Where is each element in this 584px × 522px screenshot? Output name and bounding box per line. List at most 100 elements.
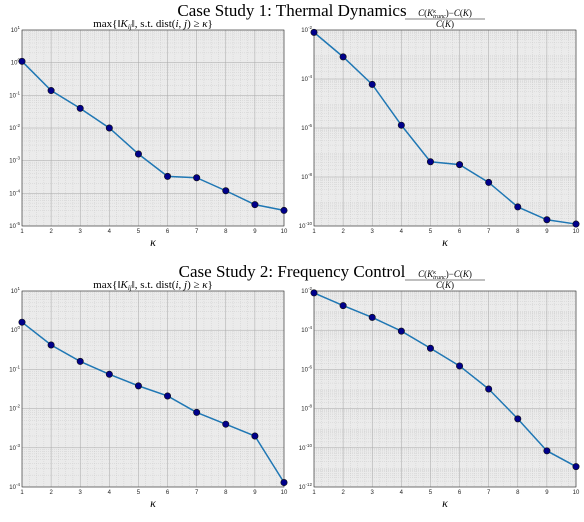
chart-case1-cost-gap: 10-10 10-8 10-6 10-4 10-2 1 2 3 4 5 6 7 8 9 10 κ C(Kκ tru… [299, 8, 580, 249]
data-point [572, 220, 580, 228]
y-tick-label: 10-2 [301, 25, 312, 34]
y-tick-label: 101 [11, 25, 21, 34]
data-point [310, 289, 318, 297]
x-tick-label: 9 [253, 229, 257, 235]
x-axis-label: κ [150, 235, 156, 249]
x-tick-label: 3 [79, 229, 83, 235]
series-line [313, 31, 577, 225]
data-point [426, 344, 434, 352]
chart-title-numerator: C(Kκ trunc)−C(K) [418, 269, 472, 281]
x-axis-label: κ [442, 496, 448, 510]
y-tick-label: 10-4 [9, 482, 20, 491]
data-point [47, 341, 55, 349]
y-tick-label: 10-2 [9, 404, 20, 413]
data-point [514, 415, 522, 423]
plot-frame [21, 29, 285, 227]
chart-case2-kernel-decay: 10-4 10-3 10-2 10-1 100 101 1 2 3 4 5 6 7 8 9 10 κ max{‖K… [9, 279, 288, 510]
x-tick-label: 5 [429, 490, 433, 496]
plot-frame [21, 290, 285, 488]
y-tick-label: 10-4 [301, 325, 312, 334]
x-tick-label: 6 [458, 490, 462, 496]
x-tick-label: 5 [137, 490, 141, 496]
x-tick-label: 8 [224, 490, 228, 496]
y-tick-label: 10-6 [301, 123, 312, 132]
y-tick-label: 100 [11, 325, 21, 334]
case-study-2-title: Case Study 2: Frequency Control [178, 262, 406, 281]
x-tick-label: 1 [312, 490, 316, 496]
y-tick-label: 10-3 [9, 156, 20, 165]
series-line [313, 292, 577, 468]
y-tick-label: 10-3 [9, 443, 20, 452]
y-tick-label: 10-4 [9, 188, 20, 197]
y-tick-label: 10-1 [9, 90, 20, 99]
chart-case2-cost-gap: 10-12 10-10 10-8 10-6 10-4 10-2 1 2 3 4 5 6 7 8 9 10 κ C(… [299, 269, 580, 510]
x-tick-label: 8 [516, 229, 520, 235]
data-point [543, 447, 551, 455]
data-point [76, 357, 84, 365]
data-point [368, 313, 376, 321]
data-point [310, 28, 318, 36]
x-axis-label: κ [442, 235, 448, 249]
data-point [164, 172, 172, 180]
chart-title: max{‖Kij‖, s.t. dist(i, j) ≥ κ} [93, 18, 213, 31]
data-point [543, 216, 551, 224]
data-point [222, 187, 230, 195]
y-tick-label: 10-8 [301, 404, 312, 413]
y-tick-label: 10-8 [301, 172, 312, 181]
data-point [426, 158, 434, 166]
series-line [21, 321, 285, 483]
data-point [76, 104, 84, 112]
x-tick-label: 6 [166, 490, 170, 496]
x-tick-label: 5 [137, 229, 141, 235]
x-tick-label: 10 [281, 490, 288, 496]
plot-frame [313, 290, 577, 488]
x-tick-label: 7 [487, 490, 491, 496]
data-point [251, 432, 259, 440]
data-point [339, 53, 347, 61]
data-point [397, 121, 405, 129]
x-tick-label: 10 [281, 229, 288, 235]
x-tick-label: 7 [195, 229, 199, 235]
x-tick-label: 2 [341, 229, 345, 235]
chart-title-numerator: C(Kκ trunc)−C(K) [418, 8, 472, 20]
x-tick-label: 10 [573, 490, 580, 496]
x-tick-label: 2 [341, 490, 345, 496]
x-tick-label: 5 [429, 229, 433, 235]
x-tick-label: 4 [108, 490, 112, 496]
x-tick-label: 8 [516, 490, 520, 496]
y-tick-label: 10-1 [9, 364, 20, 373]
series-line [21, 60, 285, 212]
y-tick-label: 101 [11, 286, 21, 295]
x-tick-label: 9 [545, 490, 549, 496]
x-tick-label: 4 [108, 229, 112, 235]
y-tick-label: 10-10 [299, 221, 313, 230]
data-point [368, 80, 376, 88]
data-point [164, 392, 172, 400]
data-point [339, 302, 347, 310]
data-point [134, 150, 142, 158]
data-point [222, 420, 230, 428]
plot-frame [313, 29, 577, 227]
data-point [193, 408, 201, 416]
chart-title-denominator: C(K) [436, 19, 454, 29]
y-tick-label: 10-5 [9, 221, 20, 230]
data-point [193, 174, 201, 182]
x-tick-label: 3 [79, 490, 83, 496]
chart-case1-kernel-decay: 10-510-410-310-210-110010112345678910κma… [9, 18, 288, 249]
data-point [105, 124, 113, 132]
y-tick-label: 10-2 [9, 123, 20, 132]
data-point [280, 206, 288, 214]
y-tick-label: 10-2 [301, 286, 312, 295]
data-point [572, 463, 580, 471]
x-tick-label: 8 [224, 229, 228, 235]
y-tick-label: 10-4 [301, 74, 312, 83]
data-point [18, 318, 26, 326]
data-point [485, 178, 493, 186]
x-tick-label: 7 [195, 490, 199, 496]
x-tick-label: 3 [371, 490, 375, 496]
y-tick-label: 10-12 [299, 482, 313, 491]
x-tick-label: 9 [545, 229, 549, 235]
y-tick-label: 10-6 [301, 364, 312, 373]
x-tick-label: 6 [166, 229, 170, 235]
x-tick-label: 7 [487, 229, 491, 235]
